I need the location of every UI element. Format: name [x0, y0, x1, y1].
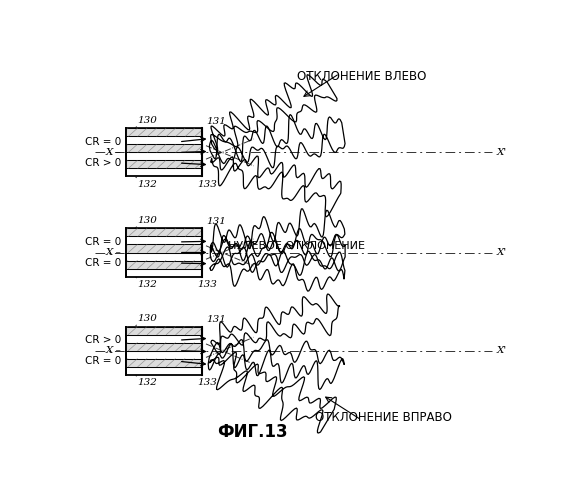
Text: 133: 133	[197, 378, 217, 387]
Text: CR = 0: CR = 0	[85, 137, 121, 147]
Text: CR = 0: CR = 0	[85, 237, 121, 247]
Text: X –: X –	[105, 346, 121, 355]
Text: 131: 131	[206, 316, 226, 324]
Bar	[126, 128, 201, 176]
Text: X': X'	[496, 248, 507, 257]
Text: CR = 0: CR = 0	[85, 258, 121, 268]
Text: 132: 132	[137, 180, 157, 188]
Text: 130: 130	[137, 116, 157, 125]
Text: 130: 130	[137, 216, 157, 225]
Text: 130: 130	[137, 314, 157, 323]
Text: ОТКЛОНЕНИЕ ВПРАВО: ОТКЛОНЕНИЕ ВПРАВО	[315, 411, 452, 424]
Text: 133: 133	[197, 280, 217, 288]
Text: X': X'	[496, 346, 507, 355]
Text: 131: 131	[206, 117, 226, 126]
Text: 131: 131	[206, 217, 226, 226]
Text: CR > 0: CR > 0	[85, 158, 121, 168]
Bar	[126, 326, 201, 374]
Text: CR = 0: CR = 0	[85, 356, 121, 366]
Bar	[126, 228, 201, 276]
Text: 133: 133	[197, 180, 217, 188]
Text: CR > 0: CR > 0	[85, 335, 121, 345]
Text: НУЛЕВОЕ ОТКЛОНЕНИЕ: НУЛЕВОЕ ОТКЛОНЕНИЕ	[228, 242, 365, 252]
Text: X –: X –	[105, 148, 121, 157]
Text: ОТКЛОНЕНИЕ ВЛЕВО: ОТКЛОНЕНИЕ ВЛЕВО	[297, 70, 426, 82]
Text: 132: 132	[137, 378, 157, 387]
Text: X': X'	[496, 148, 507, 157]
Text: X –: X –	[105, 248, 121, 257]
Text: 132: 132	[137, 280, 157, 288]
Text: ФИГ.13: ФИГ.13	[218, 423, 288, 441]
